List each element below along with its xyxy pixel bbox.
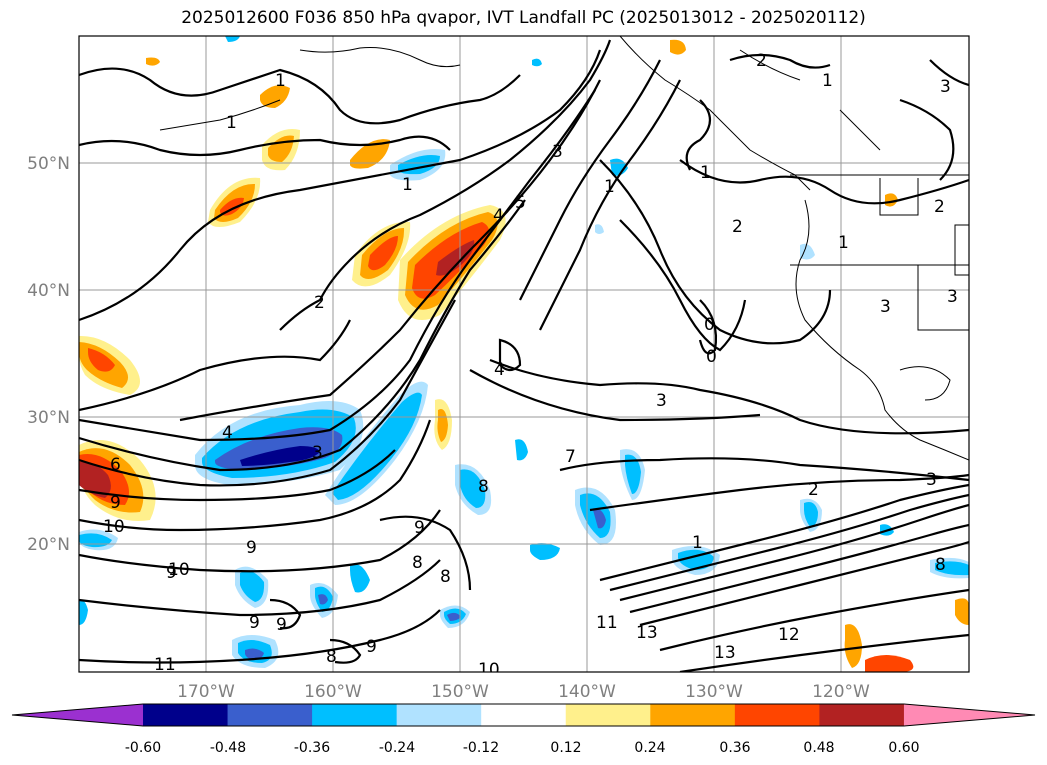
colorbar-tick-label: -0.12 bbox=[463, 740, 499, 756]
colorbar-under-triangle bbox=[12, 704, 143, 726]
contour-label: 2 bbox=[732, 217, 743, 237]
contour-label: 1 bbox=[275, 71, 286, 91]
contour-label: 9 bbox=[414, 518, 425, 538]
lat-label-30n: 30°N bbox=[27, 408, 70, 428]
contour-label: 11 bbox=[154, 655, 176, 675]
contour-label: 1 bbox=[226, 113, 237, 133]
colorbar-tick-label: -0.48 bbox=[210, 740, 246, 756]
colorbar-swatch bbox=[650, 704, 736, 726]
map-plot-area: 1 1 1 2 1 3 4 5 1 2 2 1 2 1 3 3 0 0 4 3 … bbox=[79, 36, 969, 680]
contour-label: 10 bbox=[478, 660, 500, 680]
contour-label: 1 bbox=[822, 71, 833, 91]
colorbar-swatch bbox=[227, 704, 313, 726]
contour-label: 8 bbox=[326, 647, 337, 667]
contour-label: 8 bbox=[478, 477, 489, 497]
contour-label: 3 bbox=[312, 443, 323, 463]
contour-label: 3 bbox=[552, 142, 563, 162]
contour-label: 0 bbox=[706, 347, 717, 367]
contour-label: 9 bbox=[249, 613, 260, 633]
ivt-contours bbox=[79, 39, 969, 672]
colorbar-swatch bbox=[565, 704, 651, 726]
lon-label-160w: 160°W bbox=[304, 682, 362, 702]
map-title: 2025012600 F036 850 hPa qvapor, IVT Land… bbox=[181, 8, 866, 28]
colorbar-tick-label: 0.36 bbox=[719, 740, 750, 756]
colorbar-swatch bbox=[396, 704, 482, 726]
colorbar-tick-label: 0.24 bbox=[634, 740, 665, 756]
colorbar-over-triangle bbox=[903, 704, 1035, 726]
contour-label: 3 bbox=[656, 391, 667, 411]
longitude-labels: 170°W 160°W 150°W 140°W 130°W 120°W bbox=[177, 682, 870, 702]
contour-label: 3 bbox=[926, 470, 937, 490]
plot-frame bbox=[78, 35, 970, 673]
lon-label-120w: 120°W bbox=[812, 682, 870, 702]
lat-label-50n: 50°N bbox=[27, 154, 70, 174]
contour-label: 4 bbox=[222, 423, 233, 443]
contour-label: 0 bbox=[704, 315, 715, 335]
contour-label: 5 bbox=[515, 193, 526, 213]
colorbar-tick-label: -0.36 bbox=[294, 740, 330, 756]
colorbar-swatches bbox=[11, 703, 1036, 727]
contour-label: 9 bbox=[366, 637, 377, 657]
lon-label-140w: 140°W bbox=[558, 682, 616, 702]
contour-label: 9 bbox=[276, 615, 287, 635]
contour-label: 8 bbox=[935, 555, 946, 575]
colorbar-swatch bbox=[143, 704, 229, 726]
contour-label: 9 bbox=[246, 538, 257, 558]
contour-label: 9 bbox=[110, 493, 121, 513]
contour-label: 2 bbox=[808, 480, 819, 500]
colorbar-tick-label: 0.12 bbox=[550, 740, 581, 756]
colorbar: -0.60 -0.48 -0.36 -0.24 -0.12 0.12 0.24 … bbox=[11, 703, 1036, 756]
contour-label: 3 bbox=[880, 297, 891, 317]
contour-label: 13 bbox=[636, 623, 658, 643]
colorbar-tick-label: -0.60 bbox=[125, 740, 161, 756]
colorbar-swatch bbox=[734, 704, 820, 726]
colorbar-tick-label: 0.48 bbox=[803, 740, 834, 756]
contour-label: 2 bbox=[756, 51, 767, 71]
contour-label: 7 bbox=[565, 447, 576, 467]
contour-label: 11 bbox=[596, 613, 618, 633]
contour-label: 4 bbox=[493, 206, 504, 226]
contour-label: 1 bbox=[402, 175, 413, 195]
colorbar-outline bbox=[11, 703, 1036, 727]
colorbar-tick-label: -0.24 bbox=[379, 740, 415, 756]
contour-label: 1 bbox=[838, 233, 849, 253]
coastlines bbox=[159, 36, 969, 461]
contour-label: 3 bbox=[940, 77, 951, 97]
contour-label: 1 bbox=[700, 163, 711, 183]
contour-label: 3 bbox=[947, 287, 958, 307]
contour-label: 4 bbox=[494, 360, 505, 380]
contour-label: 8 bbox=[440, 567, 451, 587]
contour-label: 1 bbox=[604, 177, 615, 197]
latitude-labels: 50°N 40°N 30°N 20°N bbox=[27, 154, 70, 555]
colorbar-ticks: -0.60 -0.48 -0.36 -0.24 -0.12 0.12 0.24 … bbox=[125, 740, 920, 756]
contour-label: 13 bbox=[714, 643, 736, 663]
contour-label: 10 bbox=[103, 517, 125, 537]
colorbar-swatch bbox=[312, 704, 398, 726]
colorbar-swatch bbox=[481, 704, 567, 726]
graticule bbox=[79, 36, 969, 672]
lat-label-20n: 20°N bbox=[27, 535, 70, 555]
lon-label-170w: 170°W bbox=[177, 682, 235, 702]
lon-label-130w: 130°W bbox=[685, 682, 743, 702]
contour-label: 10 bbox=[168, 560, 190, 580]
contour-label: 2 bbox=[934, 197, 945, 217]
contour-labels: 1 1 1 2 1 3 4 5 1 2 2 1 2 1 3 3 0 0 4 3 … bbox=[103, 51, 958, 680]
colorbar-swatch bbox=[819, 704, 905, 726]
lon-label-150w: 150°W bbox=[431, 682, 489, 702]
contour-label: 12 bbox=[778, 625, 800, 645]
contour-label: 1 bbox=[692, 533, 703, 553]
contour-label: 8 bbox=[412, 553, 423, 573]
contour-label: 2 bbox=[314, 293, 325, 313]
contour-label: 6 bbox=[110, 455, 121, 475]
contour-label: 9 bbox=[166, 563, 177, 583]
colorbar-tick-label: 0.60 bbox=[888, 740, 919, 756]
lat-label-40n: 40°N bbox=[27, 281, 70, 301]
